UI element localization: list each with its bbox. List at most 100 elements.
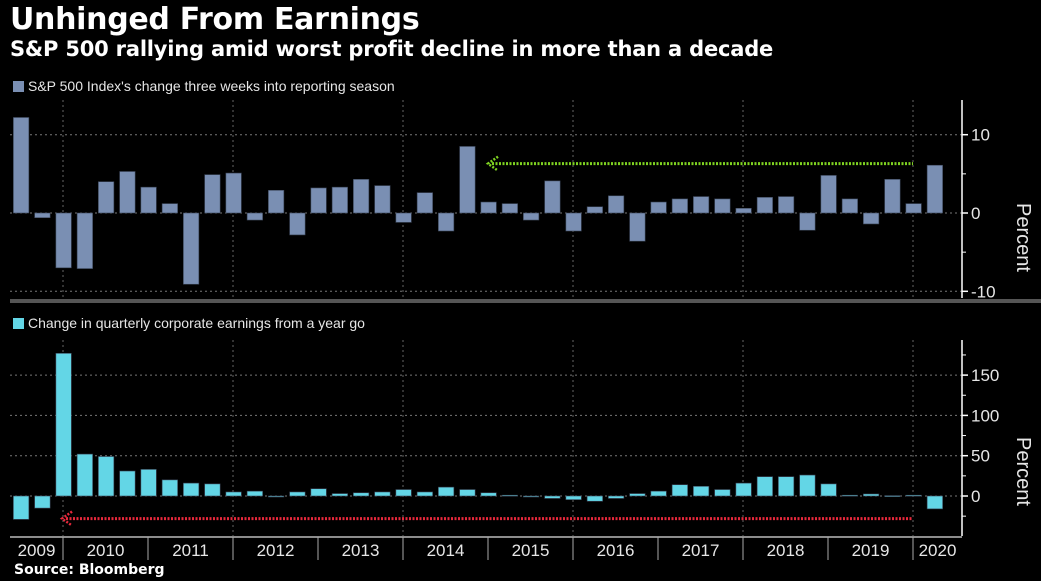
earnings-bar-2012Q4 [331,493,348,497]
legend-label-sp500: S&P 500 Index's change three weeks into … [28,78,395,94]
x-tick-label-2018: 2018 [767,541,805,560]
legend-label-earnings: Change in quarterly corporate earnings f… [28,315,365,331]
sp500-bars [13,117,943,285]
sp500-bar-2016Q4 [671,198,688,214]
earnings-bar-2009Q2 [34,495,51,509]
sp500-bar-2014Q4 [501,203,518,214]
red-arrow-head [59,510,73,527]
legend-swatch-earnings [13,317,24,329]
x-tick-label-2015: 2015 [512,541,550,560]
source-note: Source: Bloomberg [14,562,165,578]
y-tick-label: 0 [971,204,980,223]
earnings-bar-2010Q1 [98,456,115,497]
sp500-bar-2017Q4 [756,197,773,214]
sp500-bar-2010Q1 [98,181,115,214]
earnings-bar-2015Q2 [544,495,561,499]
earnings-bar-2013Q4 [416,491,433,497]
x-tick-label-2011: 2011 [172,541,209,560]
sp500-bar-2014Q2 [459,146,476,214]
sp500-bar-2011Q2 [204,174,221,214]
sp500-bar-2018Q1 [778,196,795,214]
y-tick-label: 150 [971,366,999,385]
sp500-bar-2018Q3 [820,175,837,214]
sp500-bar-2012Q1 [268,189,285,214]
sp500-bar-2010Q3 [140,186,157,214]
x-tick-label-2014: 2014 [427,541,465,560]
sp500-bar-2015Q1 [523,212,540,221]
y-tick-label: 0 [971,487,980,506]
earnings-bar-2013Q2 [374,491,391,497]
sp500-bar-2014Q3 [480,201,497,214]
y-tick-label: 10 [971,126,990,145]
y-tick-label: 50 [971,447,990,466]
chart-title: Unhinged From Earnings [10,2,420,37]
earnings-bar-2015Q3 [565,495,582,500]
earnings-bar-2011Q4 [246,490,263,497]
earnings-bar-2012Q1 [268,495,285,498]
x-tick-label-2012: 2012 [257,541,295,560]
sp500-bar-2016Q3 [650,201,667,214]
sp500-bar-2015Q3 [565,212,582,232]
sp500-bar-2010Q4 [161,203,178,214]
sp500-bar-2013Q2 [374,185,391,214]
x-tick-label-2019: 2019 [852,541,890,560]
sp500-bar-2013Q4 [416,192,433,214]
sp500-bar-2015Q2 [544,180,561,214]
sp500-bar-2009Q3 [55,212,72,269]
x-tick-label-2010: 2010 [87,541,125,560]
legend-top: S&P 500 Index's change three weeks into … [13,78,395,94]
y-tick-label: -10 [971,282,996,301]
earnings-bar-2013Q3 [395,489,412,497]
sp500-bar-2016Q2 [629,212,646,242]
chart-subtitle: S&P 500 rallying amid worst profit decli… [10,37,774,61]
earnings-bar-2018Q1 [778,476,795,497]
sp500-bar-2013Q3 [395,212,412,223]
earnings-bar-2019Q3 [905,494,922,497]
earnings-bar-2011Q2 [204,483,221,497]
sp500-bar-2012Q4 [331,186,348,214]
sp500-bar-2009Q2 [34,212,51,218]
sp500-bar-2018Q4 [841,198,858,214]
earnings-bar-2017Q3 [735,482,752,497]
sp500-bar-2017Q1 [693,196,710,214]
earnings-bar-2017Q2 [714,489,731,497]
earnings-bar-2015Q4 [586,495,603,502]
earnings-bar-2018Q4 [841,494,858,497]
sp500-bar-2017Q2 [714,198,731,214]
earnings-bar-2014Q1 [438,486,455,497]
y-axis-label-bottom: Percent [1012,437,1034,506]
sp500-bar-2009Q4 [76,212,93,269]
earnings-bar-2011Q3 [225,491,242,497]
earnings-bar-2009Q3 [55,353,72,497]
earnings-bar-2010Q4 [161,479,178,497]
sp500-bar-2019Q3 [905,203,922,214]
earnings-bar-2019Q4 [926,495,943,510]
sp500-bar-2012Q2 [289,212,306,236]
earnings-bars [13,353,943,520]
earnings-bar-2016Q4 [671,484,688,497]
sp500-bar-2011Q4 [246,212,263,221]
sp500-bar-2010Q2 [119,171,136,214]
earnings-bar-2013Q1 [353,492,370,497]
earnings-bar-2014Q4 [501,494,518,497]
legend-swatch-sp500 [13,80,24,92]
earnings-bar-2016Q3 [650,490,667,497]
earnings-bar-2009Q1 [13,495,30,520]
y-tick-label: 100 [971,406,999,425]
earnings-bar-2010Q2 [119,470,136,497]
legend-bottom: Change in quarterly corporate earnings f… [13,315,365,331]
earnings-bar-2014Q3 [480,492,497,497]
earnings-bar-2012Q3 [310,488,327,497]
earnings-bar-2009Q4 [76,453,93,497]
earnings-bar-2011Q1 [183,482,200,497]
x-tick-label-2017: 2017 [682,541,720,560]
earnings-bar-2016Q2 [629,493,646,497]
panel-divider [10,299,1041,303]
earnings-bar-2012Q2 [289,491,306,497]
sp500-bar-2019Q4 [926,164,943,214]
sp500-bar-2019Q1 [863,212,880,225]
earnings-bar-2017Q1 [693,486,710,497]
earnings-bar-2016Q1 [608,495,625,499]
x-tick-label-2016: 2016 [597,541,635,560]
